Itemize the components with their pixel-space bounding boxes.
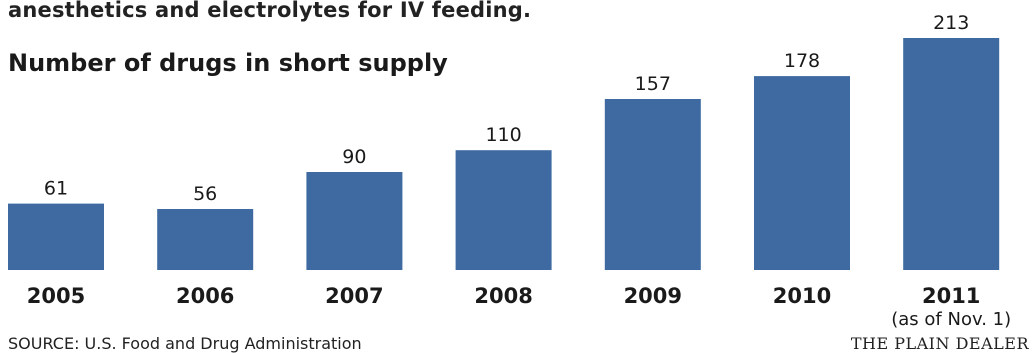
bar-2011 xyxy=(903,38,1000,270)
bars-layer xyxy=(8,38,1000,270)
labels-layer: 61 2005 56 2006 90 2007 110 2008 157 2009 178 2010 2… xyxy=(27,12,1011,330)
value-label-2007: 90 xyxy=(342,146,366,168)
value-label-2011: 213 xyxy=(933,12,969,34)
bar-2007 xyxy=(306,172,403,270)
value-label-2005: 61 xyxy=(44,178,68,200)
bar-2010 xyxy=(754,76,850,270)
value-label-2008: 110 xyxy=(485,124,521,146)
value-label-2006: 56 xyxy=(193,183,217,205)
category-label-2011: 2011 xyxy=(922,284,980,308)
intro-text: anesthetics and electrolytes for IV feed… xyxy=(8,0,532,22)
bar-2005 xyxy=(8,203,104,270)
chart-title: Number of drugs in short supply xyxy=(8,49,448,77)
category-label-2008: 2008 xyxy=(474,284,532,308)
category-label-2005: 2005 xyxy=(27,284,85,308)
category-note-2011: (as of Nov. 1) xyxy=(891,309,1011,330)
value-label-2010: 178 xyxy=(784,50,820,72)
category-label-2006: 2006 xyxy=(176,284,234,308)
credit-label: THE PLAIN DEALER xyxy=(850,334,1029,353)
bar-2006 xyxy=(157,209,254,270)
bar-2008 xyxy=(455,150,552,270)
source-note: SOURCE: U.S. Food and Drug Administratio… xyxy=(8,334,362,353)
bar-2009 xyxy=(604,99,701,270)
category-label-2007: 2007 xyxy=(325,284,383,308)
value-label-2009: 157 xyxy=(635,73,671,95)
category-label-2009: 2009 xyxy=(624,284,682,308)
category-label-2010: 2010 xyxy=(773,284,831,308)
